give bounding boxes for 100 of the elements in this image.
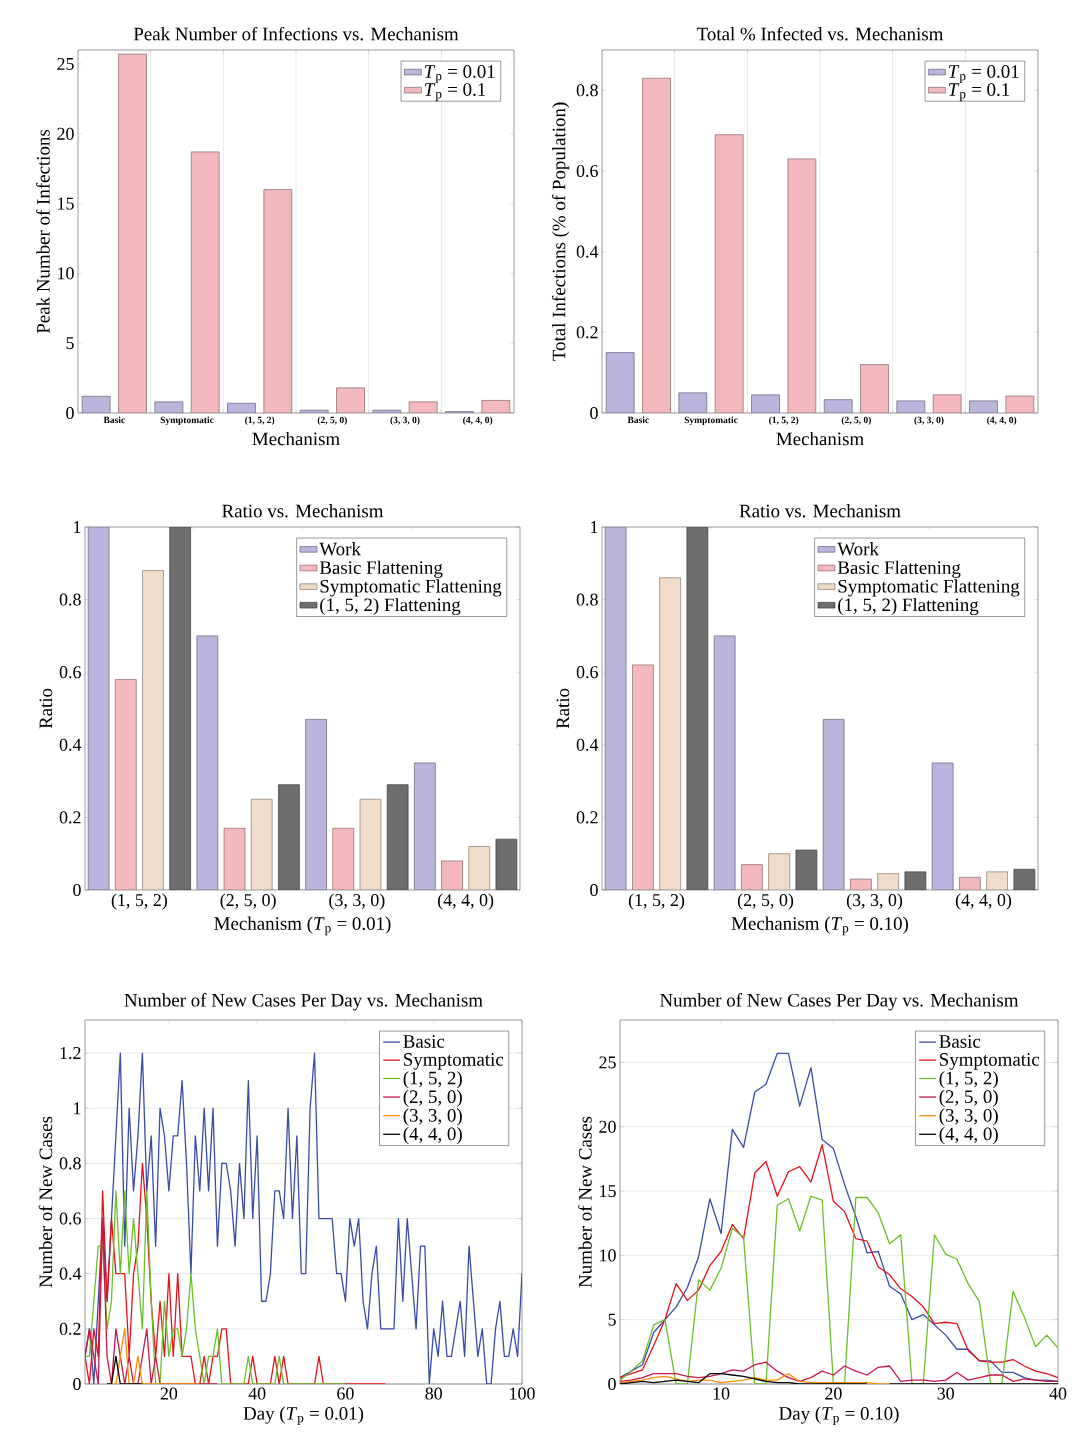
y-tick-label: 1.2 — [60, 1047, 81, 1060]
y-tick-label: 0.8 — [59, 1157, 81, 1170]
y-axis-title: Number of New Cases — [38, 1116, 53, 1288]
x-tick-label: (4, 4, 0) — [463, 416, 493, 426]
x-tick-label: (4, 4, 0) — [438, 893, 494, 910]
x-tick-label: 20 — [825, 1387, 842, 1400]
y-axis-title: Ratio — [556, 688, 570, 729]
legend-label: (1, 5, 2) — [939, 1071, 998, 1089]
y-tick-label: 10 — [600, 1249, 616, 1262]
x-tick-label: (2, 5, 0) — [737, 893, 794, 910]
y-tick-label: 25 — [57, 57, 74, 70]
y-tick-label: 25 — [599, 1056, 616, 1069]
legend-label: (1, 5, 2) — [403, 1071, 462, 1089]
legend-label: (2, 5, 0) — [403, 1089, 462, 1107]
y-tick-label: 0 — [590, 883, 598, 897]
x-tick-label: 40 — [248, 1387, 266, 1400]
x-tick-label: (4, 4, 0) — [955, 893, 1012, 910]
x-tick-label: 100 — [510, 1387, 535, 1400]
y-tick-label: 0 — [73, 883, 81, 897]
x-tick-label: 60 — [337, 1387, 354, 1400]
legend-label: (2, 5, 0) — [939, 1089, 998, 1107]
y-tick-label: 0.6 — [59, 666, 81, 679]
y-tick-label: 15 — [600, 1185, 616, 1198]
x-axis-title: Mechanism — [776, 431, 864, 446]
x-tick-label: Basic — [103, 416, 125, 424]
x-tick-label: (2, 5, 0) — [317, 416, 347, 426]
chart-title: Total % Infected vs. Mechanism — [696, 26, 944, 41]
y-tick-label: 1 — [74, 521, 81, 533]
x-tick-label: 30 — [937, 1387, 954, 1400]
legend-label: Symptomatic — [940, 1053, 1040, 1070]
y-tick-label: 5 — [608, 1313, 616, 1326]
y-axis-title: Peak Number of Infections — [36, 129, 50, 334]
y-tick-label: 0.6 — [576, 666, 598, 679]
y-tick-label: 0.6 — [576, 164, 598, 178]
y-tick-label: 0.4 — [576, 245, 599, 258]
y-tick-label: 0 — [66, 406, 74, 420]
legend-label: (1, 5, 2) Flattening — [838, 597, 979, 616]
legend-label: Work — [837, 542, 879, 556]
y-tick-label: 1 — [591, 521, 598, 533]
y-axis-title: Total Infections (% of Population) — [551, 102, 570, 361]
legend-label: Basic — [939, 1035, 981, 1048]
y-tick-label: 0.8 — [59, 593, 81, 606]
x-tick-label: 20 — [160, 1387, 178, 1400]
x-tick-label: (3, 3, 0) — [390, 416, 420, 426]
y-tick-label: 0.4 — [576, 738, 599, 751]
x-tick-label: Basic — [627, 416, 649, 424]
legend-label: (1, 5, 2) Flattening — [320, 597, 461, 616]
legend-label: Basic Flattening — [319, 560, 443, 578]
legend-label: Symptomatic Flattening — [320, 579, 502, 597]
x-axis-title: Day (T$_{p}$ = 0.10) — [779, 1406, 899, 1426]
x-tick-label: (1, 5, 2) — [628, 893, 685, 910]
legend-label: (4, 4, 0) — [403, 1126, 462, 1145]
chart-title: Ratio vs. Mechanism — [739, 504, 901, 518]
y-tick-label: 0 — [73, 1377, 81, 1391]
x-tick-label: (2, 5, 0) — [220, 893, 276, 910]
y-tick-label: 0.8 — [576, 84, 598, 97]
x-tick-label: 10 — [713, 1387, 730, 1400]
legend-label: (3, 3, 0) — [939, 1108, 998, 1126]
legend-label: T$_{p}$ = 0.1 — [948, 83, 1010, 102]
x-tick-label: 40 — [1049, 1387, 1067, 1400]
legend-label: T$_{p}$ = 0.1 — [424, 83, 486, 102]
legend-label: Basic Flattening — [837, 560, 961, 578]
y-tick-label: 0.8 — [576, 593, 598, 606]
y-tick-label: 0 — [590, 406, 598, 420]
x-axis-title: Mechanism — [252, 431, 340, 446]
y-tick-label: 0.4 — [59, 1267, 82, 1280]
y-axis-title: Ratio — [39, 688, 53, 729]
y-tick-label: 0.2 — [576, 326, 598, 339]
y-tick-label: 15 — [58, 197, 74, 210]
chart-title: Number of New Cases Per Day vs. Mechanism — [124, 993, 483, 1011]
y-tick-label: 0.2 — [576, 811, 598, 824]
y-tick-label: 0.6 — [59, 1212, 81, 1225]
x-tick-label: Symptomatic — [160, 416, 214, 426]
y-tick-label: 0.2 — [59, 1322, 81, 1335]
x-tick-label: (3, 3, 0) — [329, 893, 385, 910]
x-tick-label: (3, 3, 0) — [846, 893, 903, 910]
x-axis-title: Mechanism (T$_{p}$ = 0.10) — [731, 916, 909, 936]
x-tick-label: (1, 5, 2) — [111, 893, 167, 910]
legend-label: T$_{p}$ = 0.01 — [424, 65, 495, 84]
legend-label: T$_{p}$ = 0.01 — [948, 65, 1019, 84]
legend-label: Symptomatic — [404, 1053, 504, 1070]
x-tick-label: (3, 3, 0) — [914, 416, 944, 426]
x-tick-label: (1, 5, 2) — [769, 416, 799, 426]
y-tick-label: 5 — [66, 337, 74, 350]
chart-title: Ratio vs. Mechanism — [222, 504, 384, 518]
chart-title: Number of New Cases Per Day vs. Mechanism — [660, 993, 1019, 1011]
y-tick-label: 10 — [58, 267, 74, 280]
y-tick-label: 0 — [608, 1377, 616, 1391]
x-axis-title: Mechanism (T$_{p}$ = 0.01) — [214, 916, 391, 936]
legend-label: Work — [319, 542, 361, 556]
x-tick-label: (4, 4, 0) — [987, 416, 1017, 426]
y-tick-label: 0.2 — [59, 811, 81, 824]
x-tick-label: (1, 5, 2) — [245, 416, 275, 426]
x-tick-label: (2, 5, 0) — [841, 416, 871, 426]
legend-label: (3, 3, 0) — [403, 1108, 462, 1126]
y-tick-label: 20 — [57, 127, 74, 140]
y-tick-label: 20 — [599, 1120, 616, 1133]
legend-label: (4, 4, 0) — [939, 1126, 998, 1145]
y-axis-title: Number of New Cases — [578, 1116, 592, 1288]
x-tick-label: 80 — [425, 1387, 442, 1400]
